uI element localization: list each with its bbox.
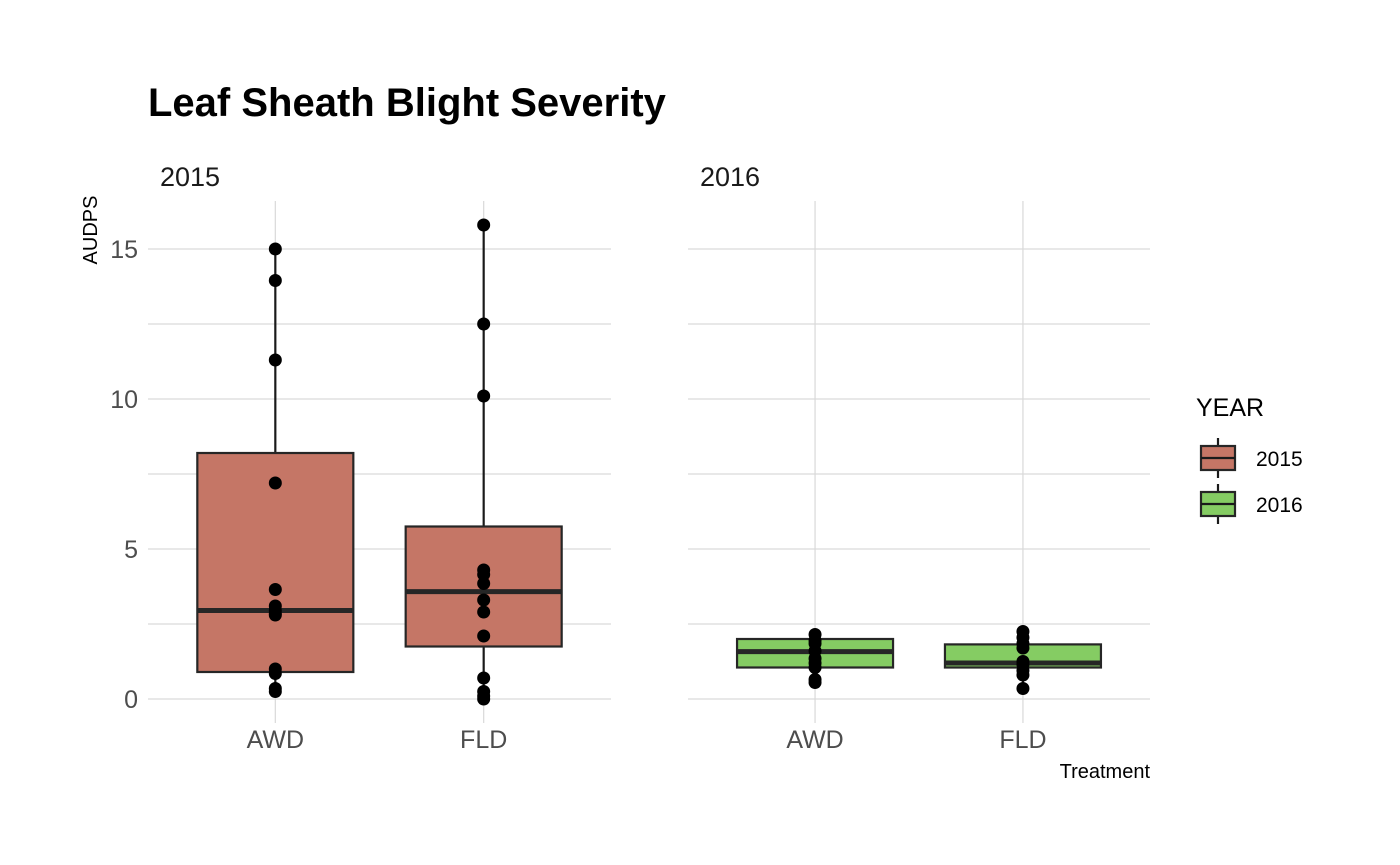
y-tick-label: 5	[124, 536, 138, 564]
legend-key-2016: 2016	[1199, 484, 1303, 524]
facet-panel-2015: 2015 0 5 10 15 AWD FLD	[110, 162, 611, 754]
x-tick-label: AWD	[786, 726, 843, 754]
data-point	[477, 577, 491, 590]
y-axis-title: AUDPS	[80, 196, 102, 265]
data-point	[477, 389, 491, 403]
facet-label: 2016	[700, 162, 760, 192]
box-2015-AWD	[196, 242, 355, 698]
y-tick-label: 10	[110, 386, 138, 414]
data-point	[1016, 668, 1030, 682]
y-tick-label: 15	[110, 236, 138, 264]
data-point	[808, 676, 822, 689]
box-2015-FLD	[404, 218, 563, 706]
data-point	[477, 317, 491, 331]
chart-title: Leaf Sheath Blight Severity	[148, 81, 667, 125]
legend-key-2015: 2015	[1199, 438, 1303, 478]
data-point	[477, 671, 491, 685]
data-point	[477, 605, 491, 619]
data-point	[477, 568, 491, 581]
data-point	[268, 667, 282, 680]
data-point	[268, 476, 282, 490]
data-point	[268, 242, 282, 256]
data-point	[1016, 682, 1030, 695]
legend: YEAR 2015 2016	[1196, 394, 1303, 524]
data-point	[268, 583, 282, 596]
legend-label: 2016	[1256, 494, 1303, 517]
x-tick-label: FLD	[460, 726, 507, 754]
x-tick-label: FLD	[999, 726, 1046, 754]
data-point	[477, 629, 491, 643]
y-tick-label: 0	[124, 686, 138, 714]
legend-label: 2015	[1256, 448, 1303, 471]
data-point	[808, 661, 822, 674]
facet-label: 2015	[160, 162, 220, 192]
data-point	[268, 608, 282, 622]
data-point	[477, 593, 491, 607]
x-tick-label: AWD	[247, 726, 304, 754]
legend-title: YEAR	[1196, 394, 1264, 422]
x-axis-title: Treatment	[1060, 761, 1151, 783]
data-point	[477, 692, 491, 706]
box-2016-FLD	[943, 625, 1103, 695]
data-point	[268, 685, 282, 698]
data-point	[268, 274, 282, 287]
facet-panel-2016: 2016 AWD FLD	[688, 162, 1150, 754]
data-point	[268, 353, 282, 367]
facet-panels: 2015 0 5 10 15 AWD FLD 2016 AWD FLD	[110, 162, 1150, 754]
box-2016-AWD	[735, 628, 895, 689]
data-point	[477, 218, 491, 232]
data-point	[1016, 641, 1030, 655]
